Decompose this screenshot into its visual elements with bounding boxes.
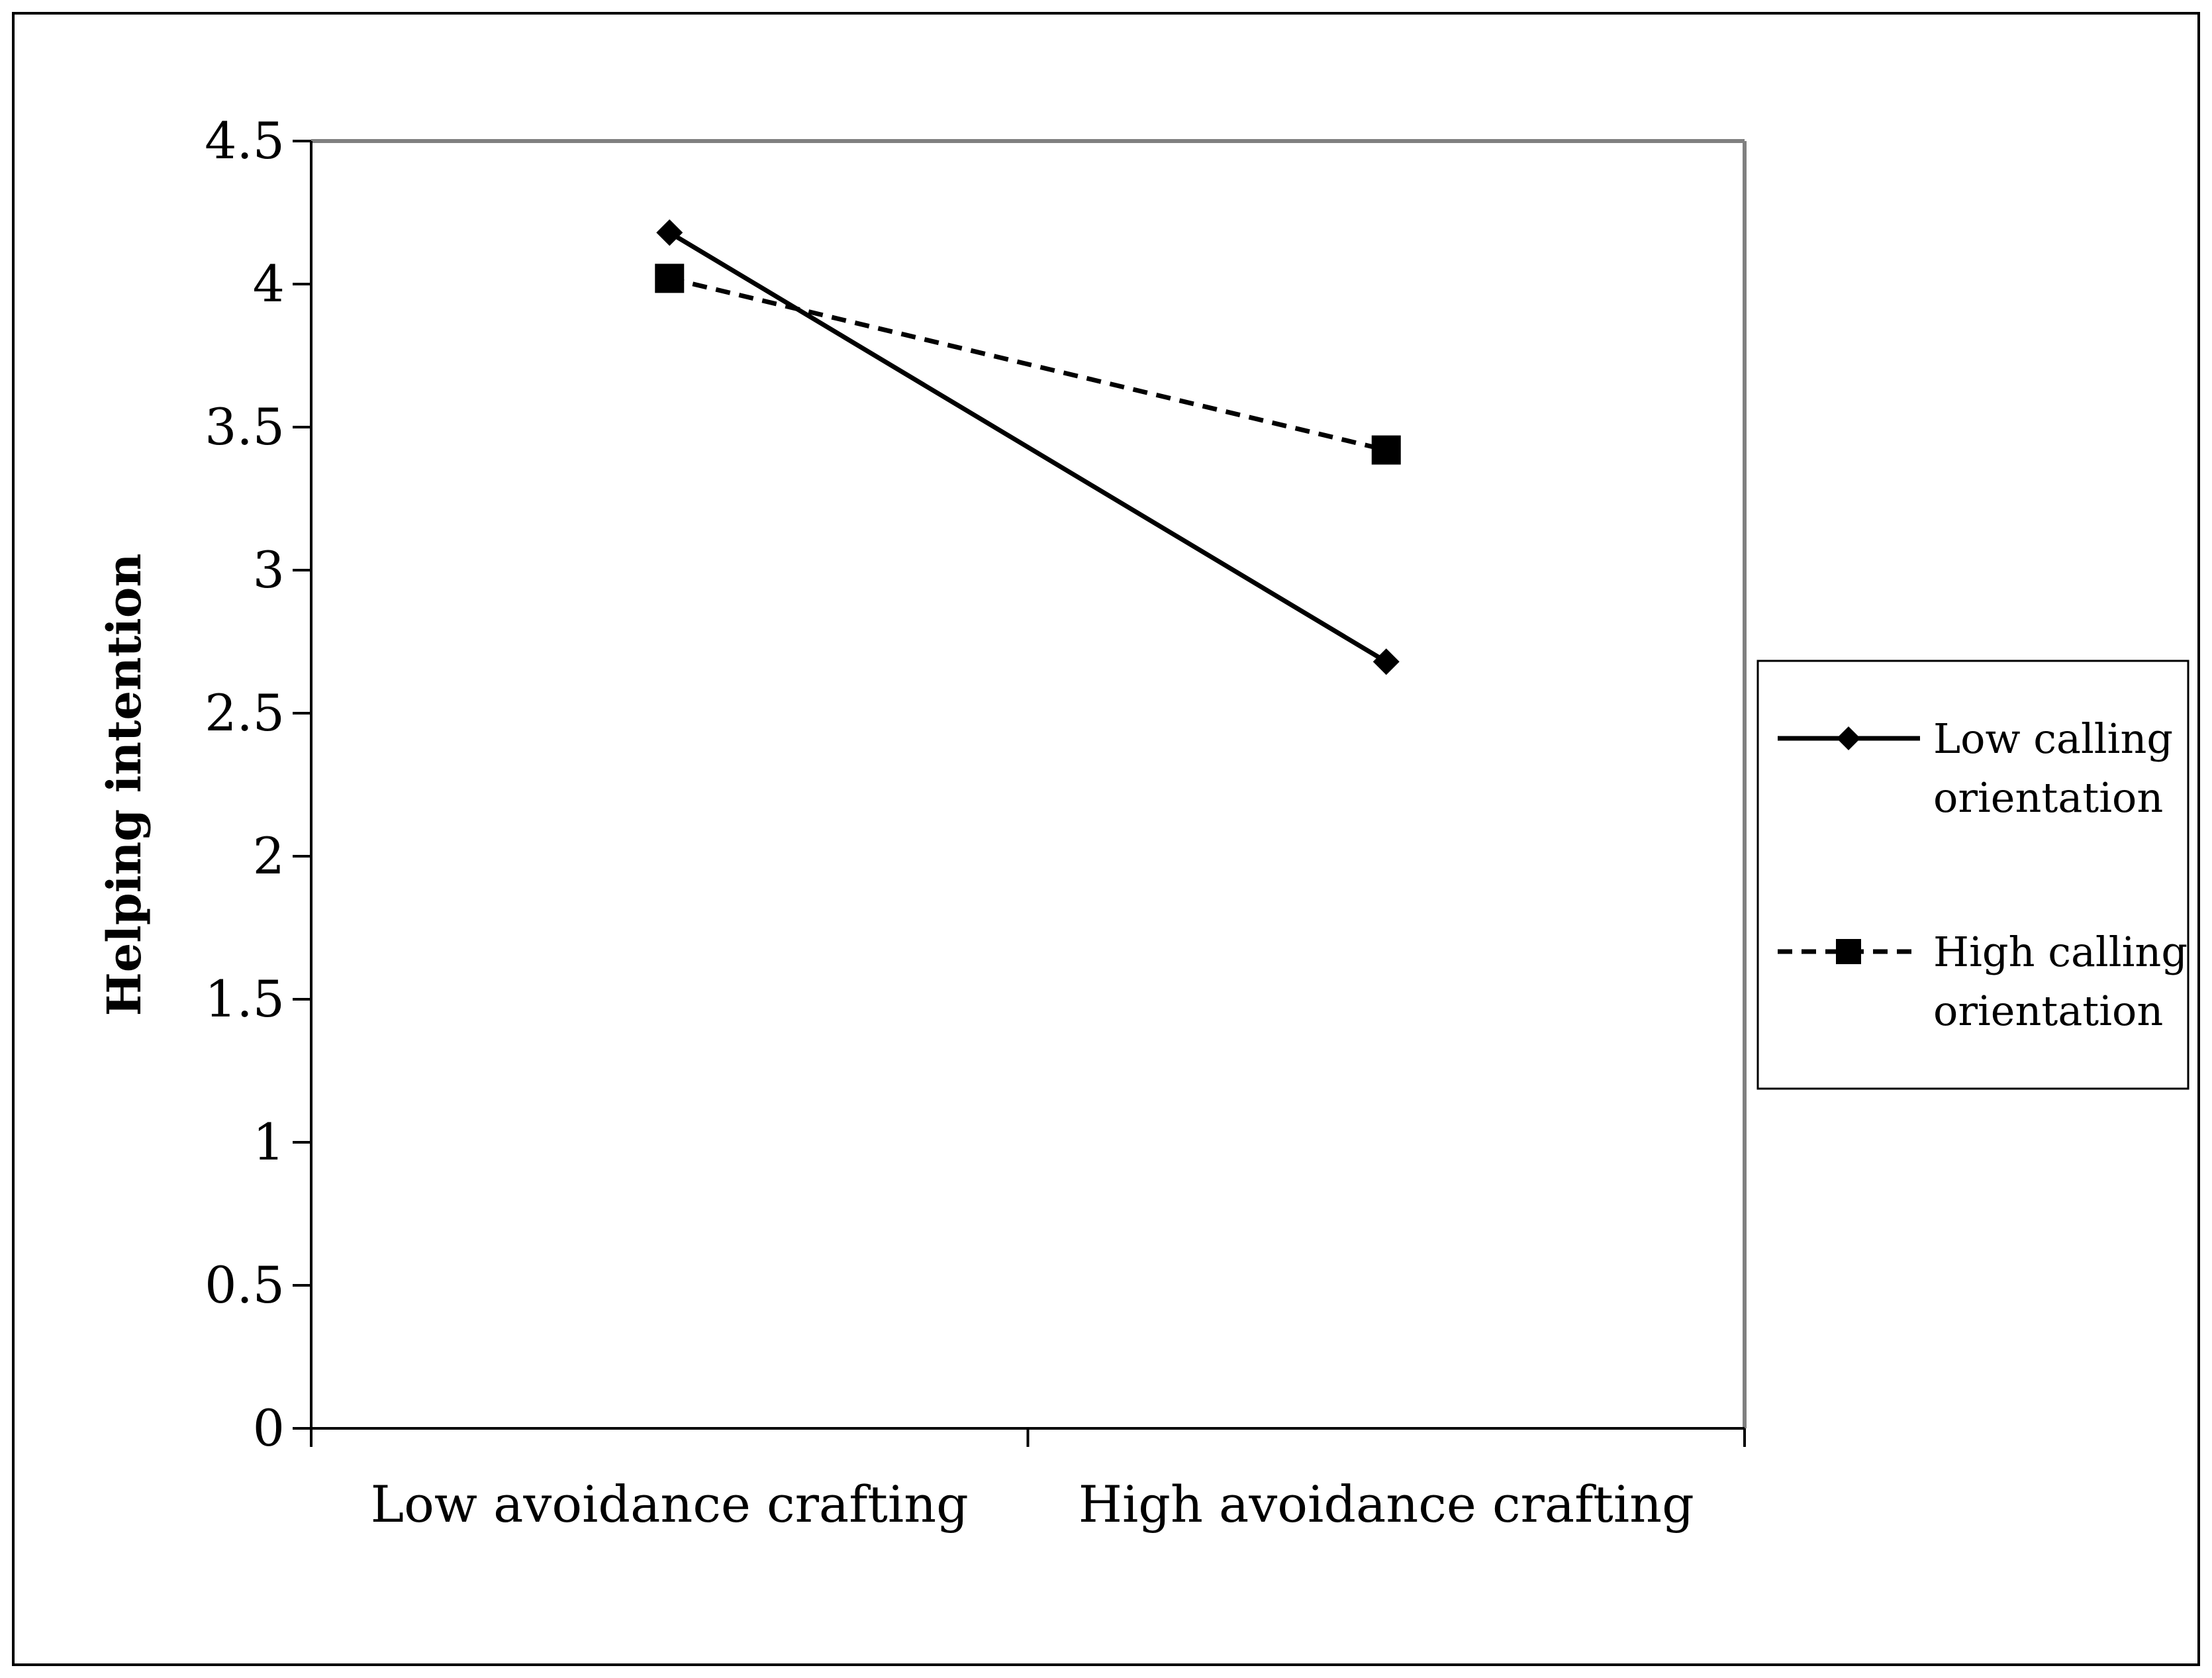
y-tick-label: 1	[253, 1112, 285, 1171]
y-axis-title: Helping intention	[97, 554, 152, 1016]
legend-box	[1756, 660, 2189, 1090]
y-tick-label: 1.5	[205, 969, 285, 1028]
legend-label: Low calling	[1933, 715, 2173, 763]
series-line-high-calling	[669, 275, 1387, 452]
y-tick-label: 4.5	[205, 111, 285, 170]
legend-label: orientation	[1933, 773, 2163, 822]
y-tick-label: 3	[253, 540, 285, 599]
legend-marker-low-calling	[1837, 726, 1860, 750]
y-tick-label: 0.5	[205, 1256, 285, 1314]
legend-marker-high-calling	[1836, 939, 1861, 964]
x-category-label: High avoidance crafting	[1079, 1475, 1694, 1534]
y-tick-label: 4	[253, 254, 285, 313]
y-tick-label: 3.5	[205, 397, 285, 456]
y-tick-label: 0	[253, 1399, 285, 1457]
x-category-label: Low avoidance crafting	[371, 1475, 969, 1534]
plot-area: 0 0.5 1 1.5 2 2.5 3 3.5 4 4.5 Low avoidance crafti…	[97, 111, 1747, 1534]
data-point-high-calling-0	[655, 264, 685, 293]
data-point-low-calling-1	[1372, 648, 1400, 675]
legend-label: High calling	[1933, 928, 2188, 976]
y-tick-label: 2	[253, 826, 285, 885]
legend-label: orientation	[1933, 987, 2163, 1035]
legend: Low calling orientation High calling orient…	[1756, 660, 2189, 1090]
data-point-low-calling-0	[656, 219, 683, 246]
y-tick-label: 2.5	[205, 683, 285, 742]
series-line-low-calling	[668, 230, 1388, 664]
data-point-high-calling-1	[1371, 435, 1401, 465]
